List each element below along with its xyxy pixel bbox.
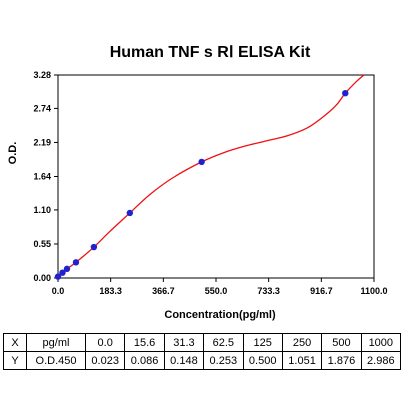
value-cell: 0.0 xyxy=(84,333,126,352)
y-tick-label: 0.55 xyxy=(33,239,51,249)
value-cell: 250 xyxy=(281,333,323,352)
x-tick-label: 916.7 xyxy=(310,286,333,296)
value-cell: 62.5 xyxy=(203,333,244,352)
fit-curve-layer xyxy=(57,74,365,278)
table-row: Y O.D.450 0.023 0.086 0.148 0.253 0.500 1.051 1.… xyxy=(3,351,402,370)
x-axis: 0.0 183.3 366.7 550.0 733.3 916.7 1100.0 xyxy=(52,278,388,296)
y-tick-label: 2.74 xyxy=(33,103,51,113)
value-cell: 500 xyxy=(321,333,362,352)
data-point xyxy=(342,89,349,97)
value-cell: 0.023 xyxy=(84,351,126,370)
data-point xyxy=(126,209,134,217)
value-cell: 0.253 xyxy=(203,351,244,370)
value-cell: 125 xyxy=(242,333,283,352)
value-cell: 0.086 xyxy=(124,351,165,370)
y-tick-label: 1.64 xyxy=(33,172,51,182)
value-cell: 0.500 xyxy=(242,351,283,370)
data-points-layer xyxy=(54,89,349,280)
row-label-cell: Y xyxy=(3,351,27,370)
data-point xyxy=(198,158,205,166)
unit-cell: pg/ml xyxy=(26,333,86,352)
y-tick-label: 1.10 xyxy=(33,205,51,215)
value-cell: 0.148 xyxy=(163,351,205,370)
x-tick-label: 183.3 xyxy=(99,286,122,296)
value-cell: 1.876 xyxy=(321,351,362,370)
value-cell: 15.6 xyxy=(124,333,165,352)
y-axis: 0.00 0.55 1.10 1.64 2.19 2.74 3.28 xyxy=(33,70,58,283)
data-point xyxy=(59,269,66,276)
x-tick-label: 1100.0 xyxy=(360,286,387,296)
x-tick-label: 0.0 xyxy=(52,286,65,296)
data-point xyxy=(72,259,80,266)
x-tick-label: 733.3 xyxy=(257,286,280,296)
value-cell: 1.051 xyxy=(281,351,323,370)
elisa-standard-curve-chart: Human TNF s RⅠ ELISA Kit 0.00 0.55 1.10 1.6… xyxy=(7,44,388,321)
x-tick-label: 550.0 xyxy=(205,286,228,296)
chart-title: Human TNF s RⅠ ELISA Kit xyxy=(110,44,311,61)
value-cell: 31.3 xyxy=(163,333,205,352)
y-tick-label: 3.28 xyxy=(33,70,51,80)
data-point xyxy=(63,265,71,273)
x-tick-label: 366.7 xyxy=(152,286,175,296)
y-axis-title: O.D. xyxy=(7,142,19,165)
plot-frame xyxy=(57,74,375,279)
data-point xyxy=(54,273,62,280)
fit-curve-line xyxy=(57,74,365,278)
y-tick-label: 0.00 xyxy=(33,273,51,283)
value-cell: 1000 xyxy=(360,333,402,352)
value-cell: 2.986 xyxy=(360,351,402,370)
x-axis-title: Concentration(pg/ml) xyxy=(164,309,276,321)
y-tick-label: 2.19 xyxy=(33,137,51,147)
row-label-cell: X xyxy=(3,333,27,352)
unit-cell: O.D.450 xyxy=(26,351,86,370)
data-point xyxy=(90,243,98,251)
